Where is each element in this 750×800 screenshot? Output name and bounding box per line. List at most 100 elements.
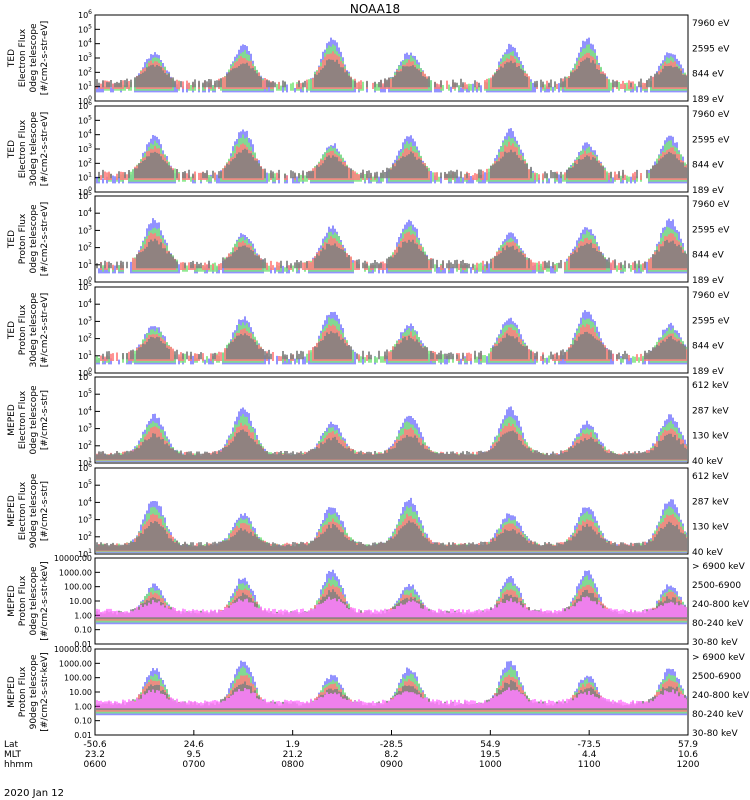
panel-1: 100 101 102 103 104 105 106 TED Electron Flux 0de… — [7, 9, 730, 106]
x-row-label: MLT — [4, 750, 22, 760]
legend-entry: 287 keV — [692, 406, 729, 416]
x-tick-lat: -50.6 — [83, 740, 107, 750]
y-tick-label: 105 — [78, 190, 92, 201]
x-tick-hhmm: 1100 — [578, 760, 601, 770]
data-series-trace — [96, 596, 687, 618]
x-tick-lat: -73.5 — [578, 740, 601, 750]
data-series-trace — [96, 520, 687, 551]
panel-frame — [94, 376, 689, 464]
y-axis-label: Proton Flux — [18, 213, 28, 264]
legend-entry: 844 eV — [692, 342, 725, 352]
y-tick-label: 106 — [78, 371, 92, 382]
data-traces — [96, 406, 687, 462]
y-tick-label: 10.00 — [69, 597, 92, 606]
y-tick-label: 104 — [78, 129, 92, 140]
y-axis-label: Electron Flux — [18, 28, 28, 87]
y-tick-label: 1000.00 — [59, 568, 92, 577]
legend-entry: 240-800 keV — [692, 691, 750, 701]
x-tick-lat: 57.9 — [678, 740, 698, 750]
y-axis-label: [#/cm2-s-str-eV] — [40, 202, 50, 277]
data-traces — [96, 660, 687, 716]
y-axis-label: [#/cm2-s-str-eV] — [40, 21, 50, 96]
x-tick-hhmm: 1200 — [677, 760, 700, 770]
data-series-trace — [96, 57, 687, 88]
y-tick-label: 0.01 — [74, 731, 92, 740]
y-tick-label: 10000.00 — [54, 554, 92, 563]
y-axis-label: [#/cm2-s-str-keV] — [40, 561, 50, 640]
data-traces — [96, 128, 687, 184]
x-tick-lat: 1.9 — [286, 740, 301, 750]
y-tick-label: 100.00 — [64, 674, 92, 683]
legend-entry: > 6900 keV — [692, 653, 746, 663]
y-tick-label: 105 — [78, 281, 92, 292]
y-tick-label: 104 — [78, 405, 92, 416]
x-tick-lat: 24.6 — [184, 740, 204, 750]
y-tick-label: 101 — [78, 172, 92, 183]
y-tick-label: 101 — [78, 259, 92, 270]
y-axis-label: TED — [7, 140, 17, 159]
y-tick-label: 101 — [78, 457, 92, 468]
legend-entry: 7960 eV — [692, 291, 730, 301]
y-axis-label: [#/cm2-s-str-keV] — [40, 652, 50, 731]
legend-entry: 7960 eV — [692, 110, 730, 120]
y-tick-label: 106 — [78, 100, 92, 111]
x-tick-mlt: 10.6 — [678, 750, 698, 760]
legend-entry: 844 eV — [692, 161, 725, 171]
legend-entry: 2595 eV — [692, 316, 730, 326]
legend-entry: 40 keV — [692, 457, 724, 467]
x-tick-lat: -28.5 — [380, 740, 403, 750]
y-tick-label: 101 — [78, 350, 92, 361]
data-series-trace — [96, 238, 687, 269]
panel-5: 101 102 103 104 105 106 MEPED Electron Flux 0deg… — [7, 371, 729, 468]
legend-entry: 7960 eV — [692, 200, 730, 210]
panel-2: 100 101 102 103 104 105 106 TED Electron Flux 30d… — [7, 100, 730, 197]
data-series-trace — [100, 323, 687, 361]
chart-title: NOAA18 — [350, 2, 400, 16]
panel-7: 0.01 0.10 1.00 10.00 100.00 1000.00 10000.00 ME… — [7, 554, 750, 649]
data-traces — [96, 218, 687, 274]
y-tick-label: 102 — [78, 440, 92, 451]
y-axis-label: MEPED — [7, 676, 17, 708]
y-axis-label: 0deg telescope — [29, 566, 39, 636]
legend-entry: 130 keV — [692, 523, 729, 533]
y-tick-label: 103 — [78, 514, 92, 525]
y-tick-label: 102 — [78, 531, 92, 542]
y-tick-label: 0.10 — [74, 717, 92, 726]
legend-entry: 2500-6900 — [692, 672, 741, 682]
data-series-trace — [96, 687, 687, 709]
legend-entry: 40 keV — [692, 548, 724, 558]
y-axis-label: 30deg telescope — [29, 111, 39, 186]
y-tick-label: 105 — [78, 388, 92, 399]
data-traces — [96, 310, 687, 365]
y-axis-label: MEPED — [7, 404, 17, 436]
y-tick-label: 100 — [78, 186, 92, 197]
y-tick-label: 100 — [78, 276, 92, 287]
y-axis-label: Electron Flux — [18, 481, 28, 540]
panel-frame — [94, 195, 689, 283]
legend-entry: 240-800 keV — [692, 600, 750, 610]
legend-entry: 80-240 keV — [692, 619, 744, 629]
y-axis-label: MEPED — [7, 585, 17, 617]
legend-entry: 80-240 keV — [692, 710, 744, 720]
legend-entry: 189 eV — [692, 95, 725, 105]
y-axis-label: MEPED — [7, 495, 17, 527]
x-tick-mlt: 4.4 — [582, 750, 597, 760]
y-axis-label: Proton Flux — [18, 666, 28, 717]
data-series-trace — [98, 148, 687, 179]
data-traces — [96, 569, 687, 625]
x-tick-hhmm: 0600 — [84, 760, 107, 770]
panel-frame — [94, 648, 689, 736]
y-tick-label: 10.00 — [69, 688, 92, 697]
legend-entry: 844 eV — [692, 251, 725, 261]
y-tick-label: 104 — [78, 38, 92, 49]
y-axis-label: 30deg telescope — [29, 292, 39, 367]
legend-entry: 612 keV — [692, 472, 729, 482]
x-tick-mlt: 23.2 — [85, 750, 105, 760]
y-tick-label: 100.00 — [64, 583, 92, 592]
y-tick-label: 103 — [78, 315, 92, 326]
y-tick-label: 103 — [78, 143, 92, 154]
legend-entry: 2595 eV — [692, 225, 730, 235]
legend-entry: 189 eV — [692, 186, 725, 196]
